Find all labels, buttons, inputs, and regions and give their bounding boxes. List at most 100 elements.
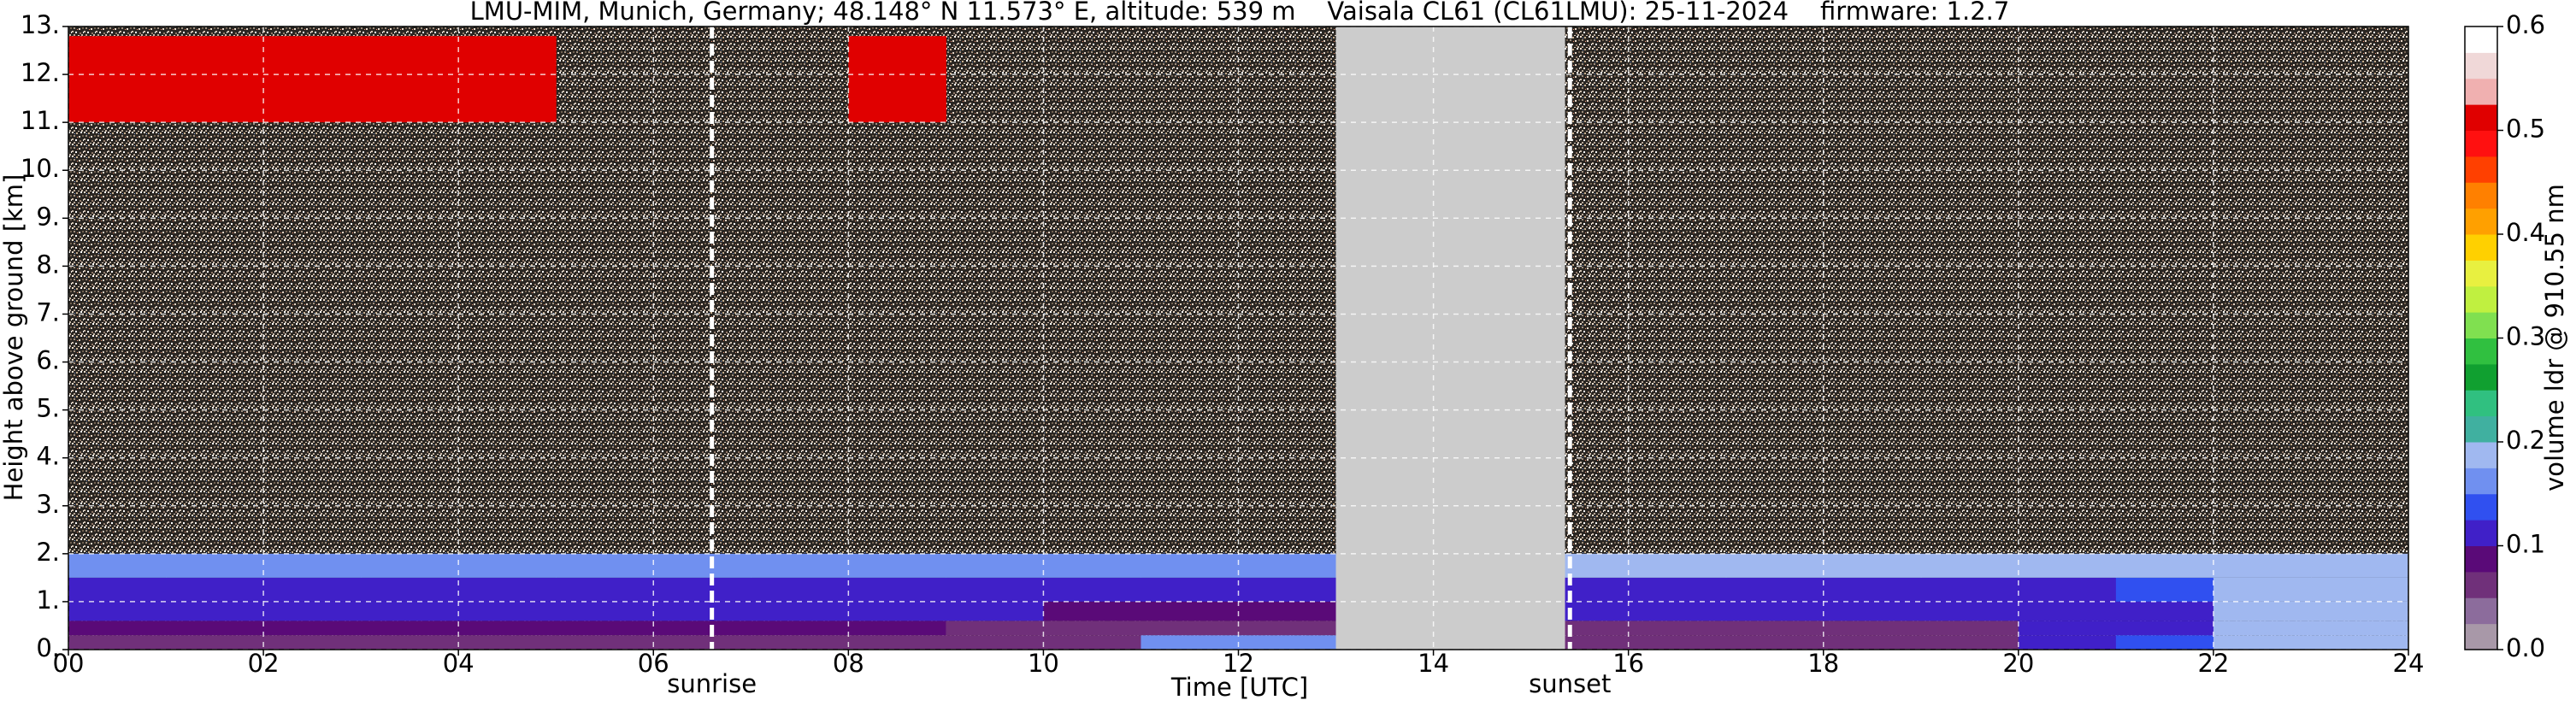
y-tick-label: 10. [21, 154, 60, 183]
cell [166, 621, 264, 636]
colorbar-swatch [2465, 468, 2497, 495]
colorbar-swatch [2465, 415, 2497, 443]
cell [1823, 635, 1922, 650]
y-tick-label: 7. [36, 297, 60, 327]
colorbar-swatch [2465, 208, 2497, 235]
cell [848, 601, 946, 621]
cell [2310, 553, 2409, 578]
y-tick-label: 6. [36, 346, 60, 375]
y-tick-label: 13. [21, 10, 60, 39]
cell [68, 621, 167, 636]
cell [166, 601, 264, 621]
cell [2018, 621, 2117, 636]
cell [2018, 553, 2117, 578]
marker-label: sunset [1529, 669, 1611, 698]
x-axis-label: Time [UTC] [1170, 673, 1308, 702]
cell [1725, 635, 1824, 650]
cell [1141, 635, 1239, 650]
cell [653, 635, 752, 650]
cell [166, 36, 264, 123]
cell [1823, 601, 1922, 621]
x-tick-label: 20 [2002, 649, 2034, 678]
cell [361, 601, 459, 621]
colorbar-swatch [2465, 285, 2497, 313]
x-tick-label: 12 [1223, 649, 1254, 678]
cell [68, 601, 167, 621]
cell [458, 635, 557, 650]
colorbar-tick-label: 0.2 [2506, 426, 2545, 455]
colorbar-swatch [2465, 104, 2497, 131]
cell [1238, 635, 1337, 650]
cell [848, 553, 946, 578]
cell [361, 621, 459, 636]
cell [361, 635, 459, 650]
colorbar-swatch [2465, 545, 2497, 573]
cell [2115, 635, 2214, 650]
cell [1141, 553, 1239, 578]
cell [653, 621, 752, 636]
y-tick-label: 12. [21, 58, 60, 87]
cell [556, 553, 654, 578]
cell [2018, 577, 2117, 602]
cell [166, 553, 264, 578]
cell [2213, 601, 2312, 621]
colorbar-swatch [2465, 597, 2497, 625]
cell [2213, 635, 2312, 650]
colorbar-tick-label: 0.0 [2506, 633, 2545, 662]
cell [1628, 577, 1727, 602]
colorbar-swatch [2465, 156, 2497, 183]
cell [751, 553, 849, 578]
y-tick-label: 11. [21, 106, 60, 135]
colorbar-tick-label: 0.1 [2506, 530, 2545, 559]
cell [1141, 577, 1239, 602]
cell [946, 635, 1044, 650]
cell [2213, 621, 2312, 636]
cell [2115, 577, 2214, 602]
cell [751, 635, 849, 650]
cell [2018, 635, 2117, 650]
cell [361, 577, 459, 602]
cell [1628, 601, 1727, 621]
cell [1920, 553, 2019, 578]
cell [2115, 621, 2214, 636]
cell [751, 577, 849, 602]
y-tick-label: 5. [36, 394, 60, 423]
no-data-gap [1335, 26, 1565, 650]
colorbar-swatch [2465, 182, 2497, 209]
cell [2115, 601, 2214, 621]
cell [1043, 553, 1141, 578]
cell [68, 553, 167, 578]
cell [848, 577, 946, 602]
cell [1725, 621, 1824, 636]
cell [848, 621, 946, 636]
cell [2310, 601, 2409, 621]
cell [653, 601, 752, 621]
cell [263, 577, 362, 602]
cell [1238, 621, 1337, 636]
cell [1043, 601, 1141, 621]
cell [68, 36, 167, 123]
colorbar-swatch [2465, 520, 2497, 546]
cell [1238, 553, 1337, 578]
colorbar-swatch [2465, 571, 2497, 598]
cell [1628, 635, 1727, 650]
x-tick-label: 24 [2393, 649, 2425, 678]
cell [2213, 553, 2312, 578]
y-tick-label: 1. [36, 585, 60, 615]
x-tick-label: 10 [1028, 649, 1059, 678]
overlay [68, 26, 2409, 650]
colorbar-swatch [2465, 260, 2497, 287]
cell [1141, 621, 1239, 636]
cell [2310, 635, 2409, 650]
cell [848, 36, 946, 123]
cell [1141, 601, 1239, 621]
cell [263, 553, 362, 578]
cell [1043, 577, 1141, 602]
colorbar-swatch [2465, 442, 2497, 468]
colorbar-swatch [2465, 130, 2497, 157]
colorbar-swatch [2465, 493, 2497, 521]
colorbar-swatch [2465, 52, 2497, 79]
cell [556, 601, 654, 621]
cell [68, 635, 167, 650]
